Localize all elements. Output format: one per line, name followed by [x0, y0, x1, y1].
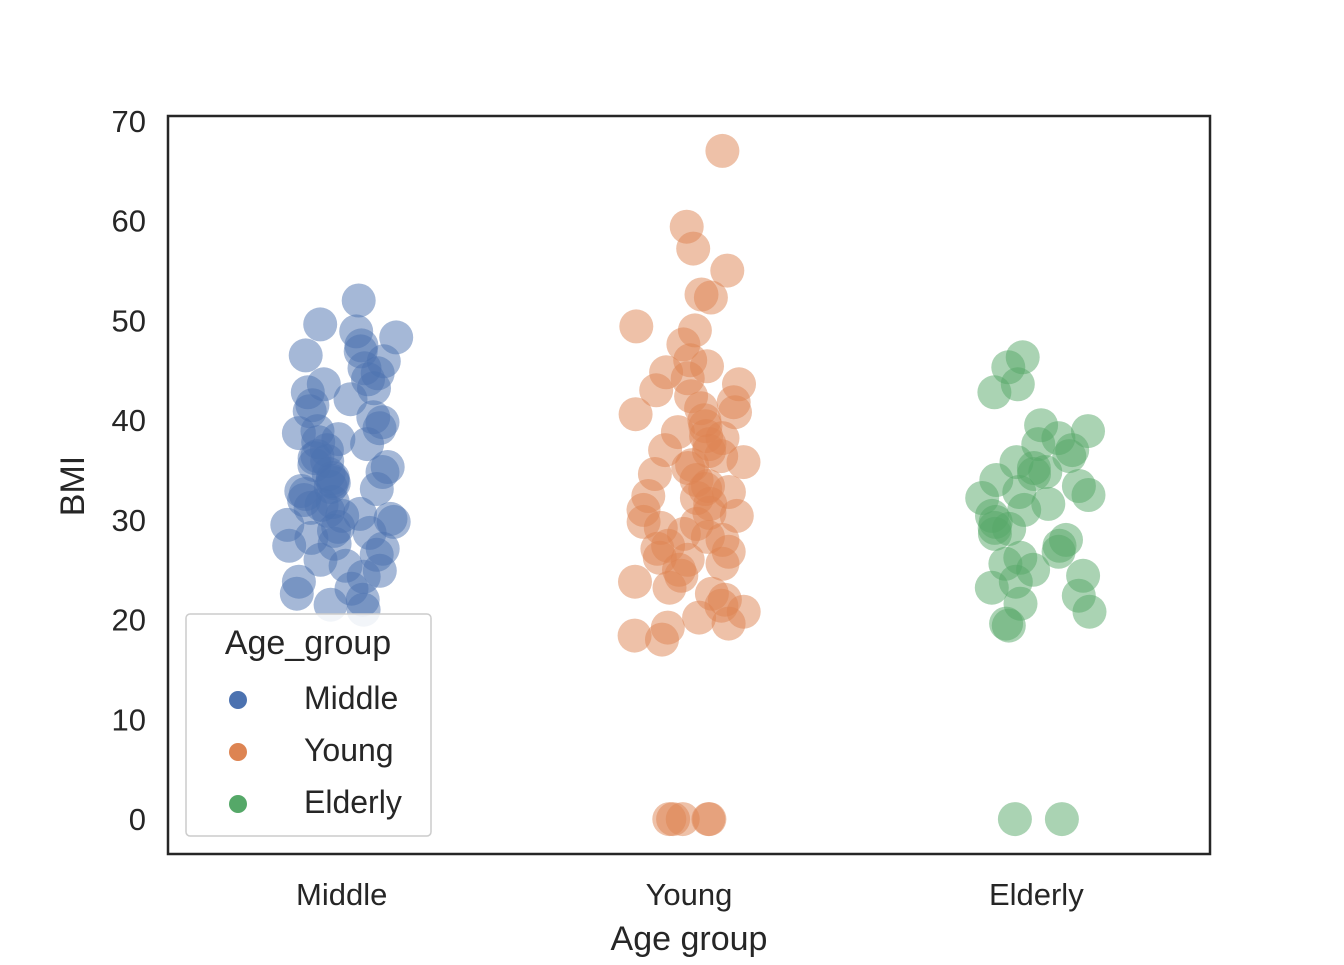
data-point-middle — [350, 427, 385, 462]
data-point-young — [711, 606, 746, 641]
data-point-elderly — [1041, 534, 1076, 569]
y-tick-label: 60 — [112, 204, 146, 239]
data-point-young — [676, 231, 711, 266]
x-tick-label: Young — [646, 877, 733, 912]
x-tick-label: Elderly — [989, 877, 1084, 912]
y-tick-label: 40 — [112, 403, 146, 438]
data-point-elderly — [992, 511, 1027, 546]
data-point-young — [618, 397, 653, 432]
data-point-middle — [359, 472, 394, 506]
data-point-elderly — [1044, 802, 1079, 837]
data-point-elderly — [977, 375, 1012, 410]
points-layer — [270, 133, 1107, 837]
data-point-middle — [279, 576, 314, 611]
legend-label-middle: Middle — [304, 680, 398, 716]
plot-frame — [166, 114, 1212, 856]
legend-marker-young — [229, 743, 247, 761]
y-tick-label: 30 — [112, 503, 146, 538]
y-tick-label: 0 — [129, 802, 146, 837]
data-point-young — [631, 479, 666, 513]
data-point-elderly — [991, 608, 1026, 643]
data-point-young — [617, 618, 652, 653]
legend-title: Age_group — [225, 624, 391, 662]
data-point-elderly — [1028, 455, 1063, 489]
data-point-middle — [373, 501, 408, 536]
data-point-elderly — [974, 570, 1009, 605]
y-axis-title: BMI — [54, 456, 92, 516]
data-point-middle — [293, 490, 328, 525]
x-tick-label: Middle — [296, 877, 387, 912]
data-point-young — [640, 531, 675, 566]
data-point-young — [692, 434, 726, 469]
legend-marker-middle — [229, 691, 247, 709]
data-point-young — [710, 253, 745, 288]
legend-label-elderly: Elderly — [304, 784, 402, 820]
data-point-middle — [300, 414, 335, 449]
data-point-young — [679, 506, 714, 541]
data-point-young — [705, 133, 740, 168]
data-point-middle — [315, 464, 350, 498]
y-axis-ticks: 0 10 20 30 40 50 60 70 — [112, 104, 146, 837]
data-point-elderly — [1052, 439, 1087, 474]
data-point-young — [639, 373, 674, 408]
data-point-young — [656, 802, 691, 837]
x-axis-title: Age group — [611, 920, 768, 958]
data-point-elderly — [1072, 594, 1107, 629]
legend-label-young: Young — [304, 732, 394, 768]
data-point-middle — [343, 496, 377, 531]
data-point-young — [645, 622, 679, 657]
y-tick-label: 10 — [112, 702, 146, 737]
legend-marker-elderly — [229, 795, 247, 813]
data-point-young — [692, 802, 727, 837]
data-point-middle — [303, 307, 338, 342]
y-tick-label: 50 — [112, 303, 146, 338]
data-point-young — [618, 564, 652, 599]
data-point-middle — [317, 513, 351, 548]
data-point-young — [670, 542, 705, 577]
y-tick-label: 70 — [112, 104, 146, 139]
data-point-elderly — [997, 802, 1032, 837]
data-point-young — [705, 546, 740, 581]
data-point-young — [718, 395, 752, 430]
data-point-elderly — [1071, 478, 1106, 512]
data-point-young — [693, 280, 728, 315]
data-point-young — [652, 570, 687, 605]
data-point-young — [726, 445, 761, 480]
legend: Age_group Middle Young Elderly — [185, 613, 432, 837]
data-point-middle — [270, 507, 305, 542]
data-point-young — [619, 309, 654, 344]
legend-box — [185, 613, 432, 837]
data-point-young — [682, 600, 717, 635]
y-tick-label: 20 — [112, 603, 146, 638]
data-point-middle — [333, 382, 368, 417]
data-point-middle — [313, 587, 348, 622]
data-point-middle — [341, 283, 376, 318]
data-point-middle — [288, 338, 323, 373]
x-axis-ticks: Middle Young Elderly — [296, 877, 1084, 912]
